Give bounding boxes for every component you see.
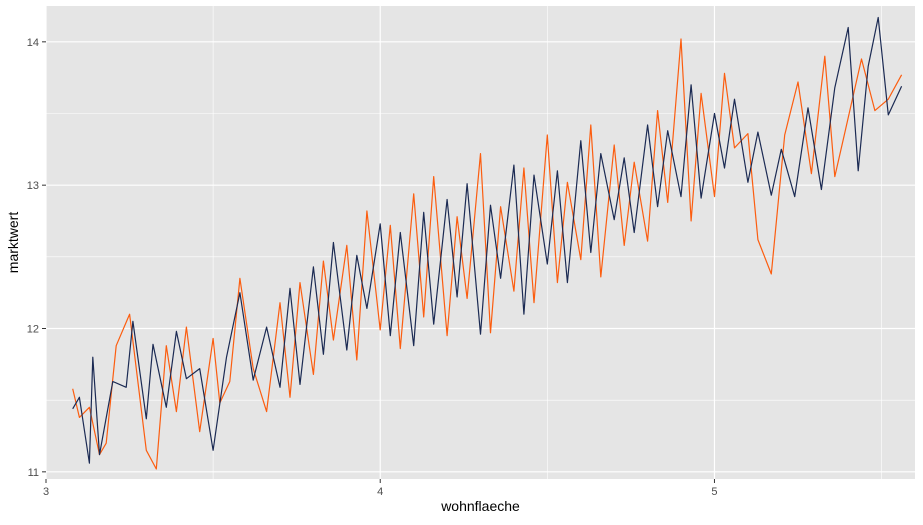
x-tick-label: 5 bbox=[711, 486, 717, 498]
x-tick-label: 4 bbox=[377, 486, 383, 498]
x-axis-title: wohnflaeche bbox=[440, 498, 520, 514]
y-axis-title: marktwert bbox=[5, 212, 21, 274]
x-axis-ticks: 3 4 5 bbox=[43, 479, 718, 498]
x-tick-label: 3 bbox=[43, 486, 49, 498]
series-line-1 bbox=[72, 38, 903, 470]
minor-gridlines bbox=[46, 6, 915, 479]
y-tick-label: 13 bbox=[27, 180, 39, 192]
series-layer bbox=[72, 16, 903, 470]
y-tick-label: 14 bbox=[27, 37, 39, 49]
y-tick-label: 12 bbox=[27, 324, 39, 336]
y-tick-label: 11 bbox=[28, 467, 39, 479]
series-line-2 bbox=[72, 16, 903, 464]
y-axis-ticks: 11 12 13 14 bbox=[27, 37, 46, 479]
